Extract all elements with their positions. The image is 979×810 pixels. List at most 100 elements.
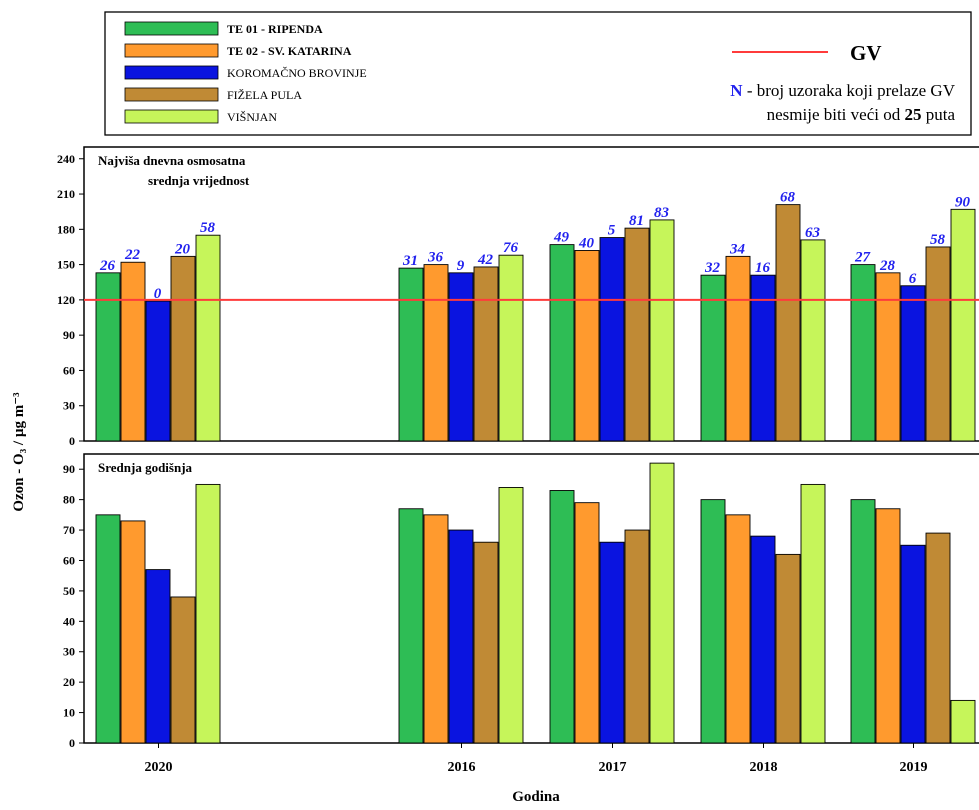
y-tick-label-bottom: 40	[63, 614, 75, 628]
exceedance-label: 63	[805, 225, 821, 241]
y-tick-label-top: 210	[57, 187, 75, 201]
bar-top-2016-s3	[473, 266, 499, 442]
legend-note-line2-bold: 25	[904, 105, 921, 124]
bar-bottom-2019-s2	[900, 544, 926, 744]
exceedance-label: 32	[704, 260, 721, 276]
bar-top-2018-s1	[725, 255, 751, 442]
y-tick-label-bottom: 10	[63, 706, 75, 720]
legend-swatch-te02	[124, 43, 219, 58]
bar-bottom-2020-s0	[95, 514, 121, 744]
bar-top-2016-s1	[423, 264, 449, 442]
bar-bottom-2020-s3	[170, 596, 196, 744]
bar-top-2016-s2	[448, 272, 474, 442]
exceedance-label: 58	[200, 220, 216, 236]
bar-top-2020-s2	[145, 300, 171, 442]
bar-bottom-2016-s1	[423, 514, 449, 744]
bar-top-2019-s1	[875, 272, 901, 442]
bar-bottom-2016-s4	[498, 487, 524, 744]
plot-frame-bottom	[83, 453, 979, 744]
y-tick-label-bottom: 30	[63, 645, 75, 659]
legend-label-koromacno: KOROMAČNO BROVINJE	[227, 66, 367, 80]
legend-note-line2: nesmije biti veći od 25 puta	[767, 105, 956, 124]
exceedance-label: 26	[99, 258, 116, 274]
legend-label-te02: TE 02 - SV. KATARINA	[227, 44, 352, 58]
bar-bottom-2018-s0	[700, 499, 726, 744]
y-tick-label-top: 90	[63, 328, 75, 342]
bar-top-2017-s4	[649, 219, 675, 442]
exceedance-label: 9	[457, 258, 465, 274]
exceedance-label: 6	[909, 271, 917, 287]
y-tick-label-bottom: 0	[69, 736, 75, 750]
exceedance-label: 31	[402, 253, 418, 269]
bar-bottom-2016-s0	[398, 508, 424, 744]
x-tick-label: 2020	[145, 760, 173, 775]
legend-swatch-fizela	[124, 87, 219, 102]
panel-annual-mean: 0 10 20 30 40 50 60 70 80 90 Srednja godišnja 2020 2…	[63, 453, 979, 775]
exceedance-label: 49	[553, 230, 570, 246]
y-tick-label-top: 30	[63, 399, 75, 413]
bar-bottom-2019-s3	[925, 532, 951, 744]
bar-bottom-2020-s1	[120, 520, 146, 744]
x-tick-label: 2016	[448, 760, 476, 775]
exceedance-label: 42	[477, 252, 494, 268]
bar-top-2019-s2	[900, 285, 926, 442]
bar-top-2019-s0	[850, 264, 876, 442]
x-tick-label: 2019	[900, 760, 928, 775]
bar-top-2017-s2	[599, 237, 625, 442]
exceedance-label: 34	[729, 241, 746, 257]
exceedance-label: 5	[608, 223, 616, 239]
legend-swatch-te01	[124, 21, 219, 36]
legend-swatch-koromacno	[124, 65, 219, 80]
bar-bottom-2017-s2	[599, 541, 625, 744]
exceedance-label: 16	[755, 260, 771, 276]
bar-bottom-2020-s4	[195, 483, 221, 744]
exceedance-label: 90	[955, 194, 971, 210]
bar-top-2020-s3	[170, 255, 196, 442]
bar-bottom-2017-s0	[549, 490, 575, 744]
bar-top-2020-s1	[120, 261, 146, 442]
exceedance-label: 68	[780, 190, 796, 206]
legend-note-line1: N - broj uzoraka koji prelaze GV	[730, 81, 955, 100]
exceedance-label: 83	[654, 205, 670, 221]
legend-label-fizela: FIŽELA PULA	[227, 88, 302, 102]
legend-note-line2-prefix: nesmije biti veći od	[767, 105, 905, 124]
panel-subtitle-top: srednja vrijednost	[148, 173, 250, 188]
exceedance-label: 22	[124, 247, 141, 263]
bar-top-2016-s4	[498, 254, 524, 442]
bar-top-2017-s0	[549, 244, 575, 442]
y-tick-label-bottom: 80	[63, 493, 75, 507]
legend-note-line2-suffix: puta	[921, 105, 955, 124]
bar-top-2018-s2	[750, 274, 776, 442]
y-tick-label-top: 180	[57, 222, 75, 236]
bar-bottom-2019-s4	[950, 699, 976, 744]
legend-label-te01: TE 01 - RIPENDA	[227, 22, 323, 36]
bar-top-2017-s1	[574, 250, 600, 442]
panel-title-top: Najviša dnevna osmosatna	[98, 153, 246, 168]
bar-top-2019-s3	[925, 246, 951, 442]
y-tick-label-bottom: 20	[63, 675, 75, 689]
exceedance-label: 0	[154, 286, 162, 302]
legend: TE 01 - RIPENDA TE 02 - SV. KATARINA KOR…	[104, 11, 972, 136]
exceedance-label: 20	[174, 241, 191, 257]
legend-gv-label: GV	[850, 41, 882, 65]
bar-bottom-2019-s0	[850, 499, 876, 744]
y-tick-label-bottom: 70	[63, 523, 75, 537]
exceedance-label: 58	[930, 232, 946, 248]
x-axis-label: Godina	[512, 789, 560, 805]
bar-bottom-2019-s1	[875, 508, 901, 744]
bar-bottom-2017-s3	[624, 529, 650, 744]
legend-note-n: N	[730, 81, 743, 100]
legend-swatch-visnjan	[124, 109, 219, 124]
bar-bottom-2018-s3	[775, 553, 801, 744]
bar-top-2018-s3	[775, 204, 801, 442]
exceedance-label: 27	[854, 250, 871, 266]
exceedance-label: 76	[503, 240, 519, 256]
plot-frame-top	[83, 146, 979, 442]
bar-bottom-2018-s4	[800, 483, 826, 744]
bar-top-2016-s0	[398, 267, 424, 442]
bar-bottom-2020-s2	[145, 569, 171, 744]
x-tick-label: 2018	[750, 760, 778, 775]
legend-frame	[104, 11, 972, 136]
bar-top-2017-s3	[624, 227, 650, 442]
